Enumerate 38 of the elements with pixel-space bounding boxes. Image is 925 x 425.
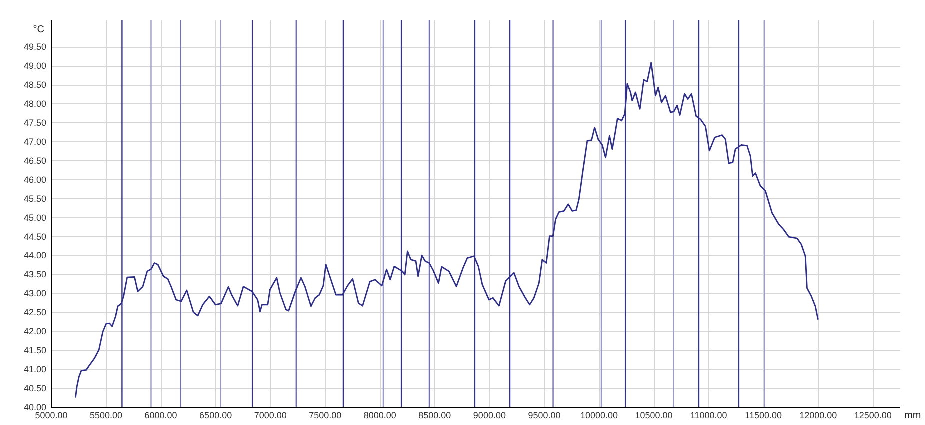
- y-tick-label: 45.50: [24, 194, 46, 204]
- x-tick-label: 5500.00: [90, 410, 123, 420]
- y-axis-title: °C: [33, 24, 44, 36]
- x-tick-label: 7000.00: [254, 410, 287, 420]
- y-tick-label: 40.00: [24, 402, 46, 412]
- y-tick-label: 43.50: [24, 270, 46, 280]
- y-tick-label: 46.00: [24, 174, 46, 185]
- x-tick-label: 9000.00: [473, 410, 506, 420]
- y-tick-label: 49.50: [24, 42, 46, 52]
- y-tick-label: 47.50: [24, 118, 46, 128]
- x-tick-label: 11000.00: [690, 410, 728, 420]
- y-tick-label: 46.50: [24, 156, 46, 166]
- x-tick-label: 12500.00: [854, 410, 892, 420]
- y-tick-label: 40.50: [24, 384, 46, 394]
- x-tick-label: 8500.00: [418, 410, 452, 420]
- x-axis-title: mm: [904, 410, 922, 422]
- y-tick-label: 49.00: [24, 61, 46, 72]
- y-tick-label: 45.00: [24, 212, 46, 223]
- x-tick-label: 8000.00: [364, 410, 396, 420]
- y-tick-label: 48.00: [24, 98, 46, 109]
- y-tick-label: 42.00: [24, 326, 46, 337]
- y-tick-label: 47.00: [24, 136, 46, 147]
- x-tick-label: 9500.00: [528, 410, 561, 420]
- x-tick-label: 10500.00: [635, 410, 673, 420]
- y-tick-label: 44.50: [24, 232, 46, 242]
- x-tick-label: 5000.00: [35, 410, 68, 420]
- y-tick-label: 44.00: [24, 250, 46, 261]
- y-tick-label: 41.50: [24, 346, 46, 356]
- y-tick-label: 42.50: [24, 308, 46, 318]
- y-tick-label: 43.00: [24, 288, 46, 299]
- y-tick-label: 48.50: [24, 80, 46, 90]
- x-tick-label: 10000.00: [580, 410, 618, 420]
- y-tick-label: 41.00: [24, 364, 46, 375]
- x-tick-label: 11500.00: [745, 410, 782, 420]
- x-tick-label: 7500.00: [309, 410, 342, 420]
- x-tick-label: 12000.00: [800, 410, 838, 420]
- x-tick-label: 6000.00: [144, 410, 178, 420]
- x-tick-label: 6500.00: [200, 410, 232, 420]
